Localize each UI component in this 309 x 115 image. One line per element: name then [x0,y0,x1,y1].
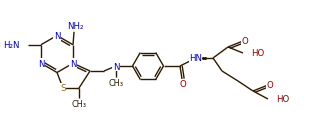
Text: CH₃: CH₃ [71,100,87,109]
Text: O: O [242,37,248,46]
Text: N: N [54,32,60,41]
Text: N: N [70,59,76,68]
Text: S: S [60,84,66,93]
Text: HO: HO [276,95,289,104]
Text: HN: HN [189,54,202,63]
Text: N: N [113,62,119,71]
Text: H₂N: H₂N [3,41,20,50]
Text: NH₂: NH₂ [67,22,83,31]
Text: CH₃: CH₃ [108,79,124,88]
Text: O: O [180,80,186,89]
Text: HO: HO [251,49,264,58]
Text: N: N [38,59,44,68]
Text: O: O [267,81,273,90]
